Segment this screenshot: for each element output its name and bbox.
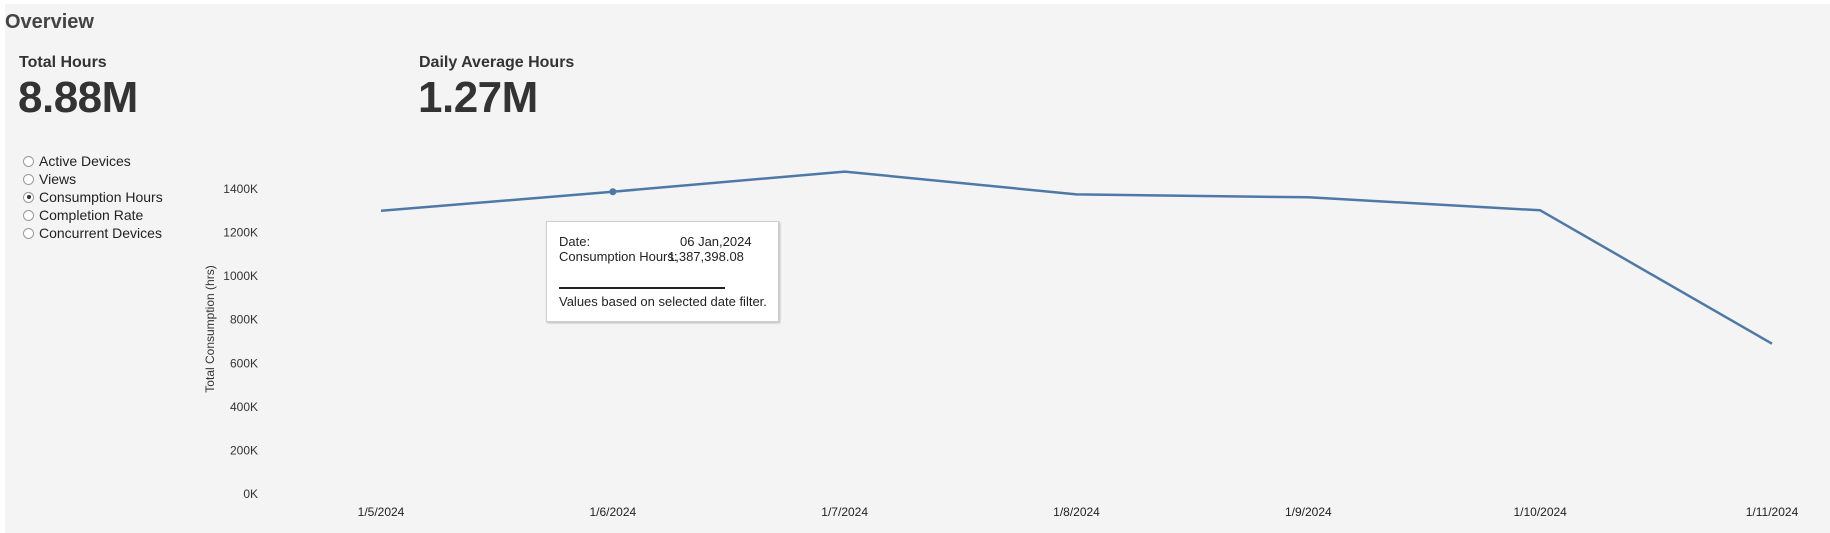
metric-option-label: Consumption Hours <box>39 189 163 205</box>
x-tick-label: 1/6/2024 <box>589 505 636 519</box>
y-axis-title-group: Total Consumption (hrs) <box>203 265 217 392</box>
overview-panel: Overview Total Hours 8.88M Daily Average… <box>5 4 1830 533</box>
tooltip-date-label: Date: <box>559 234 591 249</box>
kpi-total-hours-value: 8.88M <box>18 73 138 122</box>
radio-button[interactable] <box>23 227 34 239</box>
x-tick-label: 1/9/2024 <box>1285 505 1332 519</box>
metric-option-consumption-hours[interactable]: Consumption Hours <box>23 188 163 206</box>
tooltip-metric-value: 1,387,398.08 <box>668 249 744 264</box>
metric-option-active-devices[interactable]: Active Devices <box>23 152 163 170</box>
x-tick-label: 1/11/2024 <box>1746 505 1799 519</box>
y-axis-ticks: 0K 200K 400K 600K 800K 1000K 1200K 1400K <box>223 182 258 501</box>
radio-button-selected[interactable] <box>23 191 34 203</box>
data-point[interactable] <box>1302 191 1314 203</box>
metric-option-label: Active Devices <box>39 153 131 169</box>
y-axis-title: Total Consumption (hrs) <box>203 265 217 392</box>
consumption-line-chart[interactable]: Total Consumption (hrs) 0K 200K 400K 600K 80… <box>5 4 1830 533</box>
highlighted-data-point[interactable] <box>609 188 617 196</box>
metric-option-views[interactable]: Views <box>23 170 163 188</box>
metric-option-label: Completion Rate <box>39 207 144 223</box>
chart-tooltip: Date: 06 Jan,2024 Consumption Hours: 1,3… <box>546 221 779 322</box>
metric-selector: Active Devices Views Consumption Hours C… <box>23 152 163 242</box>
radio-button[interactable] <box>23 173 34 185</box>
tooltip-note: Values based on selected date filter. <box>559 294 767 309</box>
data-point[interactable] <box>1534 204 1546 216</box>
kpi-daily-average-value: 1.27M <box>418 73 538 122</box>
x-tick-label: 1/8/2024 <box>1053 505 1100 519</box>
tooltip-date-value: 06 Jan,2024 <box>680 234 752 249</box>
page-title: Overview <box>5 11 94 33</box>
data-point[interactable] <box>1766 338 1778 350</box>
y-tick-label: 800K <box>230 313 258 327</box>
metric-option-completion-rate[interactable]: Completion Rate <box>23 206 163 224</box>
y-tick-label: 200K <box>230 443 258 457</box>
kpi-daily-average-label: Daily Average Hours <box>419 54 575 71</box>
metric-option-concurrent-devices[interactable]: Concurrent Devices <box>23 224 163 242</box>
y-tick-label: 0K <box>243 487 258 501</box>
tooltip-divider <box>559 287 725 289</box>
data-point[interactable] <box>375 205 387 217</box>
x-tick-label: 1/7/2024 <box>821 505 868 519</box>
x-tick-label: 1/10/2024 <box>1513 505 1567 519</box>
x-tick-label: 1/5/2024 <box>358 505 405 519</box>
data-point[interactable] <box>839 166 851 178</box>
y-tick-label: 1200K <box>223 226 258 240</box>
x-axis-ticks: 1/5/2024 1/6/2024 1/7/2024 1/8/2024 1/9/2024… <box>358 505 1799 519</box>
y-tick-label: 400K <box>230 400 258 414</box>
radio-button[interactable] <box>23 209 34 221</box>
tooltip-metric-label: Consumption Hours: <box>559 249 678 264</box>
kpi-total-hours-label: Total Hours <box>19 54 107 71</box>
metric-option-label: Concurrent Devices <box>39 225 162 241</box>
y-tick-label: 1000K <box>223 269 258 283</box>
series-points <box>375 166 1778 350</box>
data-point[interactable] <box>1071 188 1083 200</box>
y-tick-label: 1400K <box>223 182 258 196</box>
y-tick-label: 600K <box>230 356 258 370</box>
radio-button[interactable] <box>23 155 34 167</box>
metric-option-label: Views <box>39 171 77 187</box>
